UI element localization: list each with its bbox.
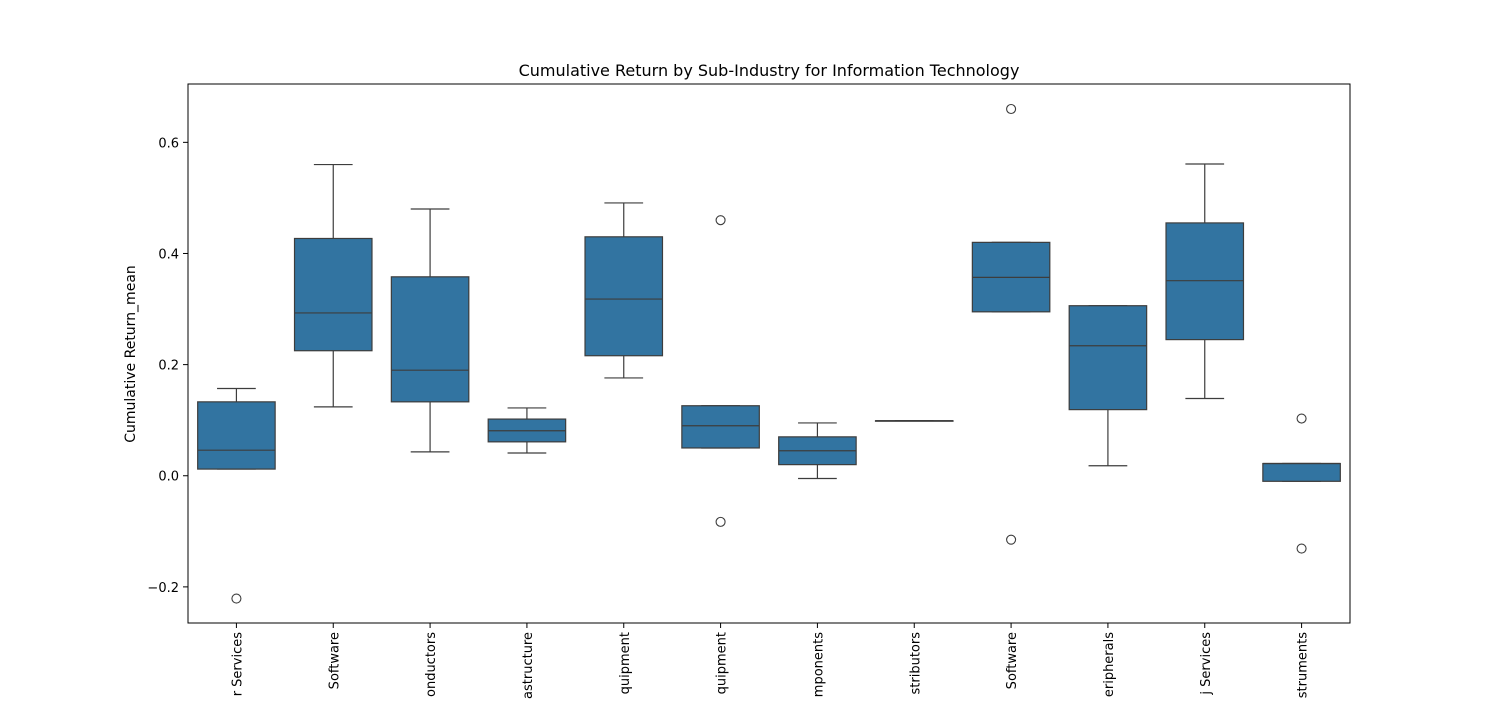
box-group [1068,305,1148,467]
outlier-point [1006,534,1017,545]
plot-area [197,103,1341,604]
outlier-point [231,593,242,604]
x-tick-label: Software [1005,632,1020,689]
box-group [1262,413,1341,554]
outlier-point [1296,543,1307,554]
box [390,276,470,403]
box [1262,462,1341,482]
box-group [487,407,567,454]
x-tick-label: astructure [521,632,536,699]
x-tick-label: r Services [230,632,245,697]
y-tick-label: 0.0 [158,470,179,485]
plot-frame [187,83,1351,624]
outlier-point [715,516,726,527]
outlier-point [715,215,726,226]
x-tick-label: struments [1296,632,1311,698]
box [584,236,664,357]
outlier-point [1006,103,1017,115]
x-tick-label: onductors [424,632,439,697]
box-group [293,163,373,408]
x-axis: r Services Software onductors astructure qui… [230,623,1311,699]
x-tick-label: eripherals [1102,632,1117,697]
y-tick-label: −0.2 [147,581,179,596]
box-group [1165,163,1245,400]
box-group [390,208,470,453]
y-axis-label: Cumulative Return_mean [123,265,139,443]
chart-title: Cumulative Return by Sub-Industry for In… [519,61,1020,80]
box-group [584,202,664,379]
box-group [971,103,1051,545]
x-tick-label: quipment [715,632,730,694]
box [681,405,760,449]
y-axis: −0.2 0.0 0.2 0.4 0.6 [147,136,188,596]
box-group [778,422,857,480]
x-tick-label: mponents [811,632,826,697]
x-tick-label: stributors [908,632,923,695]
box [293,237,373,352]
x-tick-label: j Services [1199,632,1214,696]
y-tick-label: 0.4 [158,247,179,262]
box [1068,305,1148,411]
box-group [874,420,954,422]
box-group [197,387,276,604]
y-tick-label: 0.2 [158,359,179,374]
x-tick-label: Software [327,632,342,689]
x-tick-label: quipment [618,632,633,694]
box-group [681,215,760,527]
outlier-point [1296,413,1307,424]
box [197,401,276,470]
y-tick-label: 0.6 [158,136,179,151]
